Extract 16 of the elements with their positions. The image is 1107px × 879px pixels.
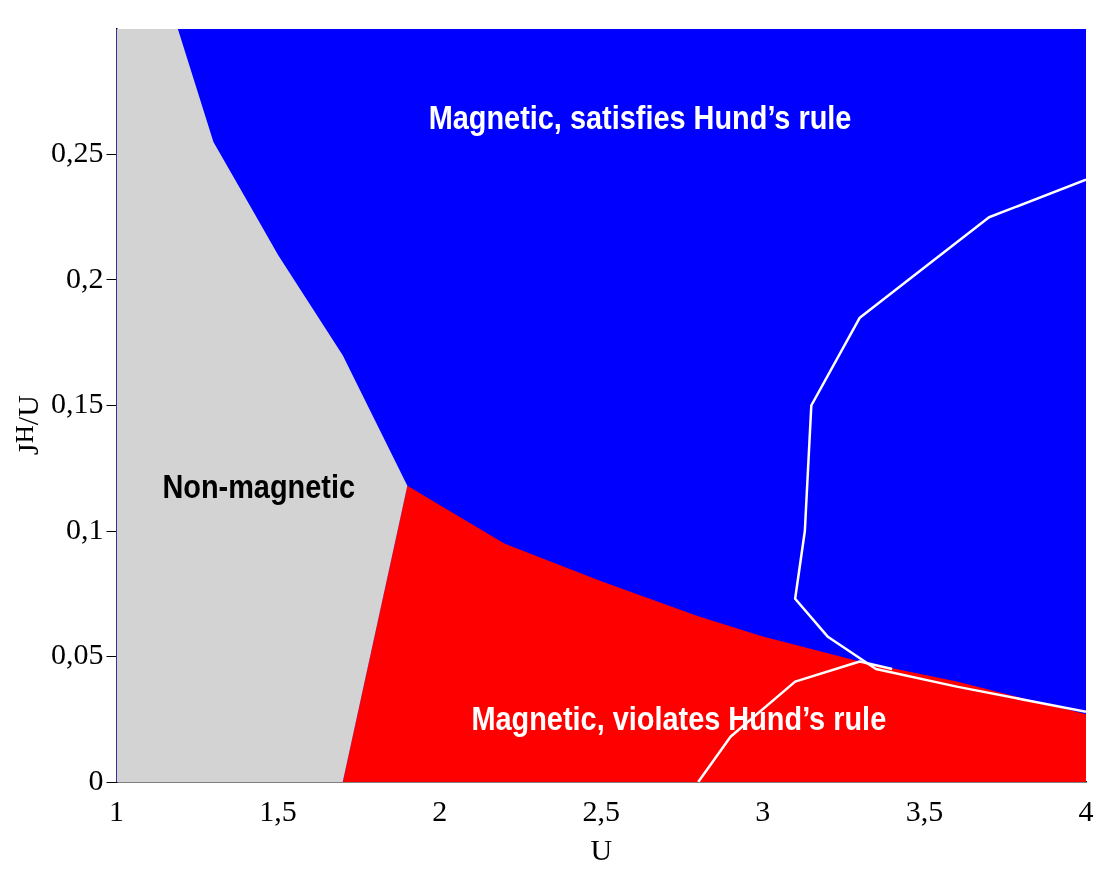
y-tick-label: 0,15 <box>51 386 104 420</box>
x-axis-title: U <box>590 832 613 866</box>
y-tick-label: 0,25 <box>51 135 104 169</box>
x-tick-label: 2,5 <box>582 793 620 827</box>
annotation: Non-magnetic <box>162 466 356 506</box>
x-tick-label: 1 <box>109 793 124 827</box>
x-tick-label: 3 <box>755 793 771 827</box>
x-tick-label: 1,5 <box>259 793 297 827</box>
x-tick-label: 2 <box>432 793 448 827</box>
y-tick-label: 0,2 <box>66 260 104 294</box>
x-tick-label: 3,5 <box>905 793 944 827</box>
annotation: Magnetic, satisfies Hund’s rule <box>428 97 852 137</box>
x-tick-label: 4 <box>1078 793 1094 827</box>
y-tick-label: 0 <box>88 762 104 796</box>
y-tick-label: 0,05 <box>51 637 104 671</box>
y-tick-label: 0,1 <box>66 511 104 545</box>
